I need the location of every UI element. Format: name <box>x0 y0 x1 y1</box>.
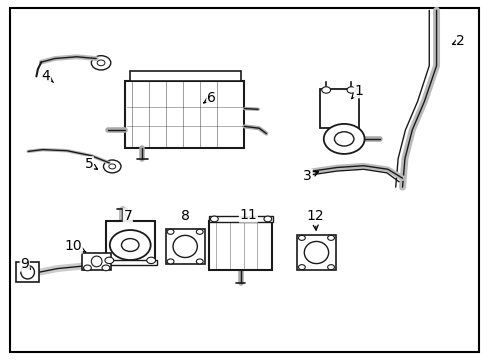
Circle shape <box>83 265 91 271</box>
Circle shape <box>105 257 114 264</box>
Bar <box>129 71 240 81</box>
Bar <box>319 89 358 128</box>
Text: 3: 3 <box>303 170 318 184</box>
Circle shape <box>91 56 111 70</box>
Bar <box>296 235 335 270</box>
Circle shape <box>321 87 330 93</box>
Circle shape <box>97 60 105 66</box>
Circle shape <box>334 132 353 146</box>
Ellipse shape <box>173 235 197 257</box>
Text: 2: 2 <box>451 34 464 48</box>
Bar <box>208 216 272 222</box>
Bar <box>125 81 244 148</box>
Text: 1: 1 <box>351 84 363 99</box>
Circle shape <box>210 216 218 222</box>
Ellipse shape <box>21 265 34 279</box>
Bar <box>209 221 271 270</box>
Text: 9: 9 <box>20 257 30 271</box>
Circle shape <box>298 265 305 270</box>
Text: 6: 6 <box>203 91 215 105</box>
Circle shape <box>327 265 334 270</box>
Circle shape <box>323 124 364 154</box>
Text: 4: 4 <box>41 69 53 84</box>
Circle shape <box>167 259 174 264</box>
Text: 11: 11 <box>239 208 257 222</box>
Text: 10: 10 <box>64 239 85 253</box>
Circle shape <box>146 257 155 264</box>
Circle shape <box>196 259 203 264</box>
Circle shape <box>103 160 121 173</box>
Circle shape <box>109 164 116 169</box>
Circle shape <box>167 229 174 234</box>
Circle shape <box>298 235 305 240</box>
Text: 7: 7 <box>123 209 132 223</box>
Ellipse shape <box>91 256 102 267</box>
Bar <box>106 221 154 263</box>
Circle shape <box>102 265 110 271</box>
Ellipse shape <box>304 242 328 264</box>
Text: 12: 12 <box>305 209 323 230</box>
Circle shape <box>121 239 139 251</box>
Bar <box>103 260 157 265</box>
Circle shape <box>346 87 355 93</box>
Bar <box>165 229 204 264</box>
Circle shape <box>264 216 271 222</box>
Text: 8: 8 <box>181 209 189 223</box>
Circle shape <box>196 229 203 234</box>
Circle shape <box>110 230 150 260</box>
Bar <box>16 262 39 282</box>
Bar <box>81 253 111 270</box>
Text: 5: 5 <box>84 157 97 171</box>
Circle shape <box>327 235 334 240</box>
